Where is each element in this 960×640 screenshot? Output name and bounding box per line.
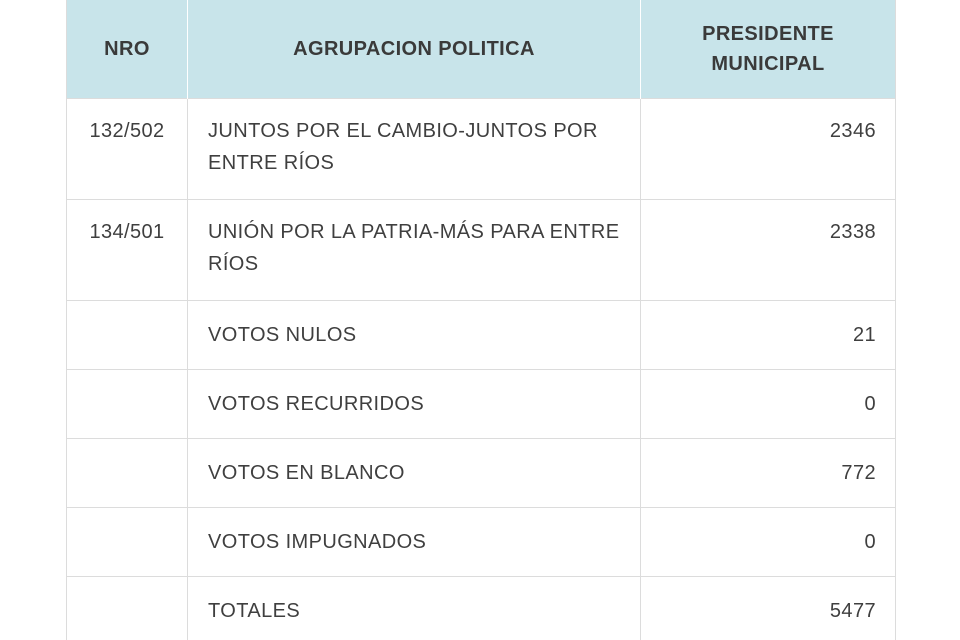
- cell-nro: 132/502: [66, 97, 188, 200]
- table-row: VOTOS NULOS 21: [66, 299, 896, 370]
- header-nro: NRO: [66, 0, 188, 98]
- results-table: NRO AGRUPACION POLITICA PRESIDENTE MUNICI…: [66, 0, 896, 640]
- cell-agrupacion: VOTOS NULOS: [187, 299, 641, 370]
- cell-nro: [66, 368, 188, 439]
- cell-agrupacion: TOTALES: [187, 575, 641, 640]
- cell-agrupacion: VOTOS EN BLANCO: [187, 437, 641, 508]
- cell-presidente: 21: [640, 299, 896, 370]
- cell-nro: [66, 575, 188, 640]
- cell-presidente: 0: [640, 506, 896, 577]
- cell-presidente: 2338: [640, 198, 896, 301]
- cell-nro: [66, 506, 188, 577]
- cell-nro: [66, 437, 188, 508]
- cell-presidente: 772: [640, 437, 896, 508]
- cell-agrupacion: JUNTOS POR EL CAMBIO-JUNTOS POR ENTRE RÍ…: [187, 97, 641, 200]
- header-presidente-line2: MUNICIPAL: [711, 52, 825, 75]
- cell-nro: [66, 299, 188, 370]
- table-row: VOTOS EN BLANCO 772: [66, 437, 896, 508]
- cell-presidente: 5477: [640, 575, 896, 640]
- table-row: VOTOS IMPUGNADOS 0: [66, 506, 896, 577]
- table-row: 134/501 UNIÓN POR LA PATRIA-MÁS PARA ENT…: [66, 198, 896, 301]
- table-row: TOTALES 5477: [66, 575, 896, 640]
- header-presidente-line1: PRESIDENTE: [702, 22, 834, 45]
- cell-agrupacion: VOTOS RECURRIDOS: [187, 368, 641, 439]
- table-row: VOTOS RECURRIDOS 0: [66, 368, 896, 439]
- table-row: 132/502 JUNTOS POR EL CAMBIO-JUNTOS POR …: [66, 97, 896, 200]
- cell-agrupacion: UNIÓN POR LA PATRIA-MÁS PARA ENTRE RÍOS: [187, 198, 641, 301]
- cell-nro: 134/501: [66, 198, 188, 301]
- header-presidente-municipal: PRESIDENTE MUNICIPAL: [640, 0, 896, 98]
- header-agrupacion: AGRUPACION POLITICA: [187, 0, 641, 98]
- cell-presidente: 0: [640, 368, 896, 439]
- cell-presidente: 2346: [640, 97, 896, 200]
- table-header-row: NRO AGRUPACION POLITICA PRESIDENTE MUNICI…: [66, 0, 896, 98]
- cell-agrupacion: VOTOS IMPUGNADOS: [187, 506, 641, 577]
